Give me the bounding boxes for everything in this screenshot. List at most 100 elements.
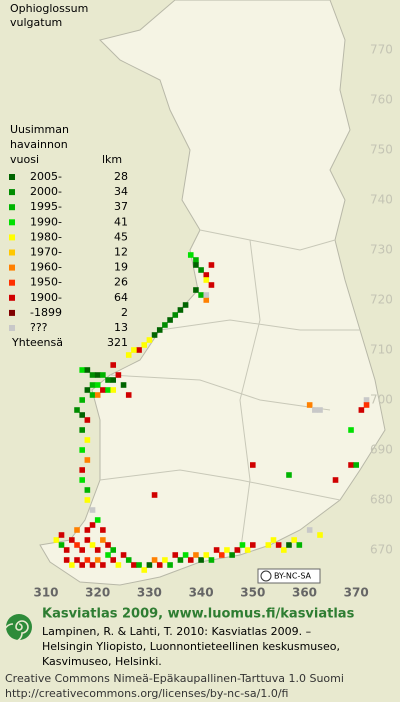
region-borders	[99, 229, 360, 556]
observation-square	[89, 372, 96, 378]
observation-square	[58, 532, 65, 538]
observation-square	[120, 552, 127, 558]
observation-square	[250, 542, 256, 548]
northing-label: 710	[370, 343, 393, 357]
legend-count: 26	[114, 276, 128, 289]
total-label: Yhteensä	[11, 336, 63, 349]
observation-square	[84, 437, 91, 443]
legend-swatch	[9, 264, 15, 271]
observation-square	[136, 347, 142, 353]
observation-square	[100, 527, 106, 533]
observation-square	[312, 407, 318, 413]
observation-square	[94, 392, 101, 398]
easting-label: 340	[189, 586, 214, 600]
badge-box	[257, 568, 321, 584]
title-line: Ophioglossum	[10, 2, 88, 15]
observation-square	[115, 562, 122, 568]
observation-square	[79, 547, 85, 553]
observation-square	[110, 387, 117, 393]
observation-square	[136, 562, 142, 568]
observation-square	[198, 557, 204, 563]
observation-square	[265, 542, 272, 548]
observation-square	[84, 487, 91, 493]
observation-square	[89, 542, 96, 548]
observation-square	[100, 562, 106, 568]
observation-square	[100, 387, 106, 393]
observation-square	[84, 557, 91, 563]
observation-square	[79, 447, 85, 453]
observation-square	[182, 302, 189, 308]
northing-label: 680	[370, 493, 393, 507]
observation-square	[348, 427, 354, 433]
citation-line: Helsingin Yliopisto, Luonnontieteellinen…	[42, 640, 340, 653]
legend-count: 28	[114, 170, 128, 183]
observation-square	[203, 277, 210, 283]
legend-count: 37	[114, 200, 128, 213]
observation-square	[363, 402, 370, 408]
observation-square	[74, 557, 80, 563]
legend-swatch	[9, 325, 15, 331]
observation-square	[275, 542, 282, 548]
observation-square	[203, 272, 210, 278]
observation-square	[286, 472, 292, 478]
legend-count-heading: lkm	[102, 153, 122, 166]
footer-headline: Kasviatlas 2009, www.luomus.fi/kasviatla…	[42, 607, 355, 622]
badge-text: BY-NC-SA	[274, 572, 312, 581]
legend-heading: vuosi	[10, 153, 39, 166]
title-line: vulgatum	[10, 16, 62, 29]
northing-label: 760	[370, 93, 393, 107]
easting-label: 350	[240, 586, 265, 600]
observation-square	[84, 537, 91, 543]
observation-square	[94, 547, 101, 553]
observation-square	[203, 292, 210, 298]
legend-count: 64	[114, 291, 128, 304]
observation-square	[187, 252, 194, 258]
observation-square	[353, 462, 359, 468]
easting-label: 370	[344, 586, 369, 600]
observation-square	[79, 367, 85, 373]
legend-count: 45	[114, 230, 128, 243]
observation-square	[203, 297, 210, 303]
observation-square	[167, 317, 173, 323]
observation-square	[162, 322, 168, 328]
citation-line: Kasvimuseo, Helsinki.	[42, 655, 162, 668]
observation-square	[63, 547, 70, 553]
legend-label: 1990-	[30, 215, 62, 228]
legend-swatch	[9, 279, 15, 286]
observation-square	[332, 477, 339, 483]
observation-square	[105, 387, 111, 393]
legend-label: 1950-	[30, 276, 62, 289]
observation-square	[239, 542, 246, 548]
observation-square	[177, 557, 184, 563]
legend: 2005- 28 2000- 34 1995- 37 1990- 41 1980- 45 1970-…	[9, 170, 128, 334]
observation-square	[151, 557, 158, 563]
legend-label: 1900-	[30, 291, 62, 304]
observation-square	[172, 312, 179, 318]
legend-swatch	[9, 234, 15, 241]
observation-square	[156, 327, 163, 333]
license-line: Creative Commons Nimeä-Epäkaupallinen-Ta…	[5, 672, 344, 685]
observation-square	[270, 537, 277, 543]
observation-square	[131, 562, 137, 568]
northing-label: 690	[370, 443, 393, 457]
observation-square	[146, 337, 153, 343]
legend-swatch	[9, 309, 15, 316]
observation-square	[172, 552, 179, 558]
legend-label: 1995-	[30, 200, 62, 213]
observation-square	[89, 522, 96, 528]
northing-label: 670	[370, 543, 393, 557]
observation-square	[203, 552, 210, 558]
northing-label: 750	[370, 143, 393, 157]
observation-square	[84, 367, 91, 373]
observation-square	[74, 407, 80, 413]
observation-square	[141, 342, 148, 348]
observation-square	[125, 392, 132, 398]
grid-labels: 770 760 750 740 730 720 710 700 690 680 670 310 320 3…	[33, 43, 392, 600]
observation-square	[193, 262, 199, 268]
observation-square	[198, 292, 204, 298]
legend-heading: Uusimman	[10, 123, 69, 136]
observation-square	[208, 282, 215, 288]
easting-label: 360	[292, 586, 317, 600]
legend-swatch	[9, 174, 15, 180]
legend-label: ???	[30, 321, 48, 334]
